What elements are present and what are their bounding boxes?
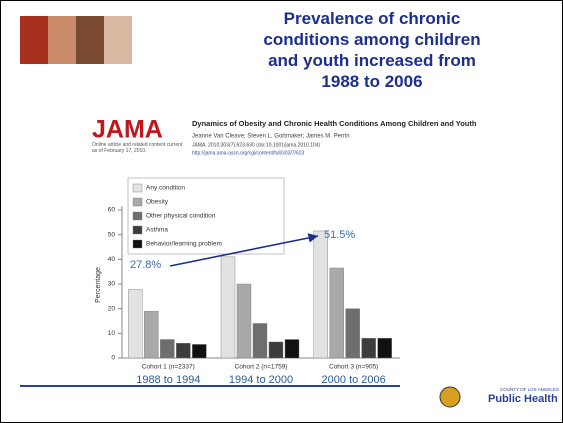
bar — [236, 283, 252, 359]
bar — [345, 308, 360, 359]
bar — [128, 289, 143, 359]
bar — [252, 323, 268, 359]
bar — [361, 338, 376, 359]
y-axis-label: Percentage — [95, 267, 102, 303]
legend-label: Obesity — [146, 199, 169, 206]
slide-title: Prevalence of chronic conditions among ch… — [263, 9, 480, 91]
x-tick-label: Cohort 2 (n=1759) — [235, 364, 288, 371]
y-tick-label: 0 — [111, 355, 115, 362]
y-tick-label: 10 — [108, 330, 116, 337]
bar — [144, 310, 159, 359]
article-title: Dynamics of Obesity and Chronic Health C… — [192, 119, 477, 128]
period-label: 1988 to 1994 — [136, 374, 200, 386]
bar — [313, 230, 328, 359]
legend-swatch — [132, 183, 143, 193]
logo-small: COUNTY OF LOS ANGELES — [500, 387, 559, 392]
legend-box — [127, 177, 285, 255]
authors: Jeanne Van Cleave; Steven L. Gortmaker; … — [192, 134, 350, 140]
annotation: 51.5% — [324, 229, 355, 241]
period-label: 1994 to 2000 — [229, 374, 293, 386]
legend-swatch — [132, 197, 143, 207]
y-tick-label: 20 — [108, 305, 116, 312]
legend-label: Behavior/learning problem — [146, 241, 222, 248]
y-tick-label: 50 — [108, 231, 116, 238]
bar — [192, 344, 207, 359]
jama-header: JAMA Dynamics of Obesity and Chronic Hea… — [92, 116, 477, 157]
y-tick-label: 40 — [108, 256, 116, 263]
legend-swatch — [132, 211, 143, 221]
period-label: 2000 to 2006 — [322, 374, 386, 386]
x-tick-label: Cohort 3 (n=905) — [329, 364, 378, 371]
journal: JAMA — [92, 116, 163, 144]
legend-swatch — [132, 225, 143, 235]
online-note-box: Online article and related content curre… — [92, 142, 183, 154]
bar — [329, 267, 344, 359]
bar — [160, 339, 175, 359]
url: http://jama.ama-assn.org/cgi/content/ful… — [192, 150, 305, 156]
legend-label: Any condition — [146, 185, 185, 192]
bar — [268, 341, 284, 359]
bar — [377, 338, 392, 359]
trend-arrow — [169, 233, 319, 267]
chart: 0 10 20 30 40 50 60 Percentage Cohort 1 (n=2337)… — [95, 177, 400, 386]
bar — [176, 343, 191, 359]
annotation: 27.8% — [130, 259, 161, 271]
logo-text: Public Health — [488, 393, 558, 405]
legend-swatch — [132, 239, 143, 249]
photo-strip — [20, 16, 132, 64]
legend-label: Other physical condition — [146, 213, 216, 220]
x-tick-label: Cohort 1 (n=2337) — [142, 364, 195, 371]
bar — [284, 339, 300, 359]
citation: JAMA. 2010;303(7):623-630 (doi:10.1001/j… — [192, 142, 320, 148]
online-note: Online article and related content curre… — [92, 142, 183, 154]
y-tick-label: 30 — [108, 281, 116, 288]
bar — [220, 256, 236, 359]
y-tick-label: 60 — [108, 207, 116, 214]
legend-label: Asthma — [146, 227, 168, 234]
logos: COUNTY OF LOS ANGELES Public Health — [439, 386, 559, 408]
